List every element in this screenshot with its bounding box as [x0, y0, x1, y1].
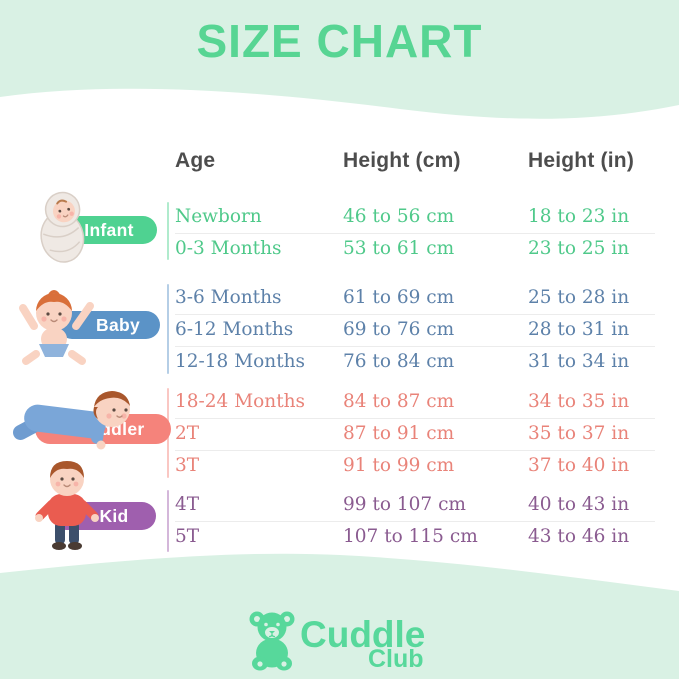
- baby-group-divider: [167, 284, 169, 374]
- header-age: Age: [175, 149, 216, 172]
- table-row: 3-6 Months 61 to 69 cm 25 to 28 in: [0, 283, 679, 313]
- header-height-in: Height (in): [528, 149, 635, 172]
- row-divider: [175, 418, 655, 419]
- height-cm-cell: 91 to 99 cm: [343, 455, 455, 476]
- age-cell: 12-18 Months: [175, 351, 306, 372]
- header-height-cm: Height (cm): [343, 149, 461, 172]
- height-in-cell: 18 to 23 in: [528, 206, 630, 227]
- age-cell: 0-3 Months: [175, 238, 282, 259]
- kid-group-label: Kid: [52, 502, 156, 530]
- row-divider: [175, 314, 655, 315]
- height-in-cell: 35 to 37 in: [528, 423, 630, 444]
- table-header-row: Age Height (cm) Height (in): [0, 149, 679, 179]
- height-cm-cell: 76 to 84 cm: [343, 351, 455, 372]
- teddy-bear-logo-icon: [249, 611, 295, 671]
- kid-group-divider: [167, 490, 169, 552]
- brand-name: Cuddle: [300, 614, 426, 655]
- height-in-cell: 43 to 46 in: [528, 526, 630, 547]
- table-row: 12-18 Months 76 to 84 cm 31 to 34 in: [0, 347, 679, 377]
- height-cm-cell: 69 to 76 cm: [343, 319, 455, 340]
- age-cell: 4T: [175, 494, 200, 515]
- table-row: 0-3 Months 53 to 61 cm 23 to 25 in: [0, 234, 679, 264]
- age-cell: 6-12 Months: [175, 319, 294, 340]
- age-cell: 3T: [175, 455, 200, 476]
- height-in-cell: 40 to 43 in: [528, 494, 630, 515]
- height-cm-cell: 46 to 56 cm: [343, 206, 455, 227]
- height-cm-cell: 107 to 115 cm: [343, 526, 478, 547]
- bottom-wave-background: [0, 553, 679, 679]
- height-in-cell: 23 to 25 in: [528, 238, 630, 259]
- infant-group-label: Infant: [45, 216, 157, 244]
- age-cell: 5T: [175, 526, 200, 547]
- age-cell: 3-6 Months: [175, 287, 282, 308]
- height-cm-cell: 61 to 69 cm: [343, 287, 455, 308]
- row-divider: [175, 346, 655, 347]
- table-row: 2T 87 to 91 cm 35 to 37 in: [0, 419, 679, 449]
- table-row: 5T 107 to 115 cm 43 to 46 in: [0, 522, 679, 552]
- age-cell: 2T: [175, 423, 200, 444]
- height-cm-cell: 84 to 87 cm: [343, 391, 455, 412]
- height-in-cell: 25 to 28 in: [528, 287, 630, 308]
- height-cm-cell: 99 to 107 cm: [343, 494, 466, 515]
- toddler-group-label: Toddler: [35, 414, 171, 444]
- height-cm-cell: 53 to 61 cm: [343, 238, 455, 259]
- table-row: 3T 91 to 99 cm 37 to 40 in: [0, 451, 679, 481]
- height-in-cell: 37 to 40 in: [528, 455, 630, 476]
- brand-subname: Club: [368, 645, 424, 673]
- table-row: 4T 99 to 107 cm 40 to 43 in: [0, 490, 679, 520]
- height-in-cell: 34 to 35 in: [528, 391, 630, 412]
- height-cm-cell: 87 to 91 cm: [343, 423, 455, 444]
- table-row: 18-24 Months 84 to 87 cm 34 to 35 in: [0, 387, 679, 417]
- table-row: 6-12 Months 69 to 76 cm 28 to 31 in: [0, 315, 679, 345]
- height-in-cell: 31 to 34 in: [528, 351, 630, 372]
- infant-group-divider: [167, 202, 169, 260]
- row-divider: [175, 233, 655, 234]
- table-row: Newborn 46 to 56 cm 18 to 23 in: [0, 202, 679, 232]
- page-title: SIZE CHART: [196, 15, 483, 67]
- age-cell: Newborn: [175, 206, 262, 227]
- baby-group-label: Baby: [58, 311, 160, 339]
- row-divider: [175, 521, 655, 522]
- height-in-cell: 28 to 31 in: [528, 319, 630, 340]
- row-divider: [175, 450, 655, 451]
- age-cell: 18-24 Months: [175, 391, 306, 412]
